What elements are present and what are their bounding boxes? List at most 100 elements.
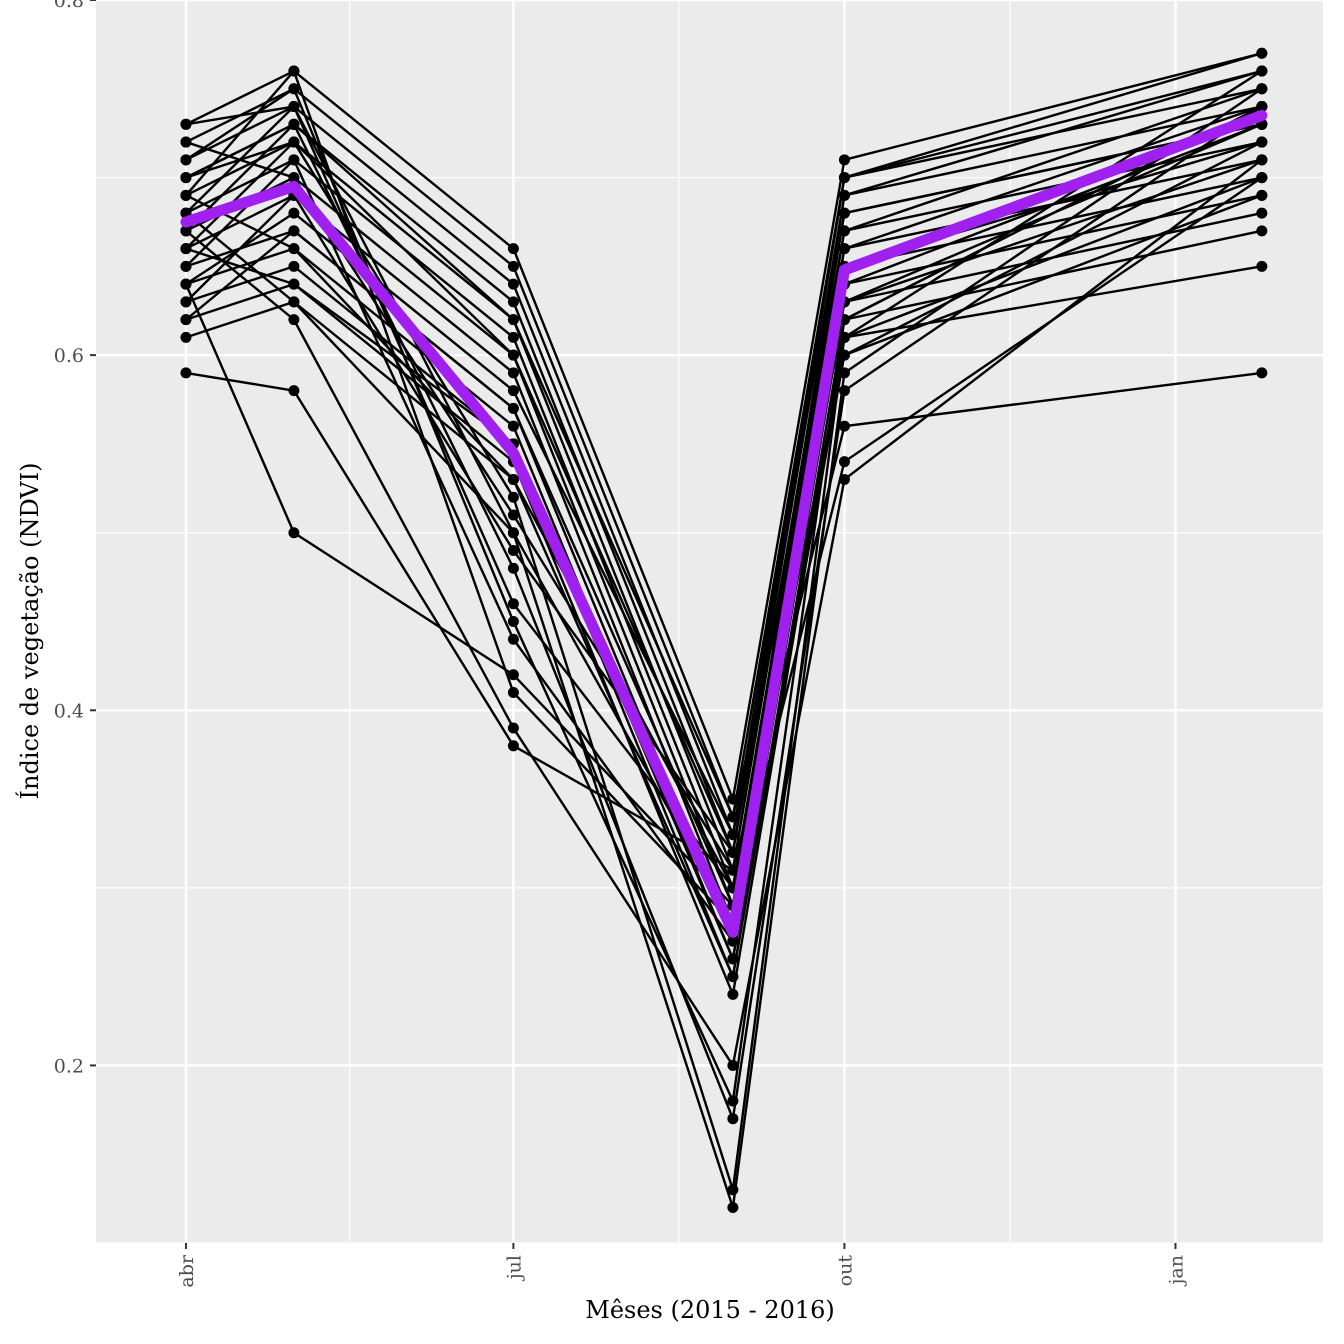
x-axis-title: Mêses (2015 - 2016): [585, 1296, 835, 1324]
series-point: [507, 509, 519, 521]
series-point: [507, 367, 519, 379]
series-point: [727, 1184, 739, 1196]
x-axis: abr jul out jan: [176, 1243, 1187, 1288]
series-point: [507, 349, 519, 361]
series-point: [180, 154, 192, 166]
series-point: [727, 846, 739, 858]
series-point: [288, 118, 300, 130]
series-point: [180, 296, 192, 308]
series-point: [507, 740, 519, 752]
series-point: [838, 207, 850, 219]
series-point: [288, 225, 300, 237]
series-point: [1256, 136, 1268, 148]
series-point: [1256, 189, 1268, 201]
series-point: [838, 331, 850, 343]
mean-line: [180, 109, 1268, 938]
x-tick-label: jan: [1165, 1255, 1187, 1286]
series-point: [288, 65, 300, 77]
series-point: [838, 189, 850, 201]
series-point: [288, 101, 300, 113]
series-point: [288, 278, 300, 290]
series-point: [1256, 101, 1268, 113]
series-point: [180, 172, 192, 184]
series-point: [1256, 260, 1268, 272]
series-line: [185, 87, 1263, 1209]
series-point: [838, 420, 850, 432]
series-point: [288, 136, 300, 148]
y-tick-label: 0.2: [54, 1055, 84, 1077]
series-point: [727, 864, 739, 876]
series-point: [288, 154, 300, 166]
series-point: [507, 527, 519, 539]
series-line: [185, 52, 1263, 854]
series-point: [288, 172, 300, 184]
series-line: [185, 158, 1263, 907]
series-point: [180, 367, 192, 379]
series-point: [507, 669, 519, 681]
y-tick-label: 0.8: [54, 0, 84, 12]
series-point: [180, 136, 192, 148]
series-point: [838, 243, 850, 255]
series-point: [727, 1113, 739, 1125]
series-point: [727, 988, 739, 1000]
series-point: [838, 456, 850, 468]
series-point: [507, 243, 519, 255]
series-point: [507, 420, 519, 432]
series-point: [838, 385, 850, 397]
series-point: [1256, 172, 1268, 184]
series-line: [185, 105, 1263, 890]
series-point: [727, 1201, 739, 1213]
series-point: [1256, 207, 1268, 219]
series-point: [507, 278, 519, 290]
series-point: [288, 527, 300, 539]
x-tick-label: abr: [176, 1254, 198, 1287]
series-point: [180, 314, 192, 326]
series-point: [727, 793, 739, 805]
y-axis: 0.2 0.4 0.6 0.8: [54, 0, 96, 1077]
series-point: [727, 1095, 739, 1107]
series-line: [185, 158, 1263, 925]
x-tick-label: jul: [503, 1255, 525, 1281]
series-point: [727, 1059, 739, 1071]
series-point: [507, 633, 519, 645]
series-point: [727, 971, 739, 983]
series-point: [507, 544, 519, 556]
series-point: [1256, 83, 1268, 95]
series-line: [185, 69, 1263, 907]
series-line: [185, 87, 1263, 836]
series-point: [507, 296, 519, 308]
series-line: [185, 70, 1263, 1191]
series-point: [838, 225, 850, 237]
series-point: [180, 278, 192, 290]
series-point: [1256, 65, 1268, 77]
series-point: [1256, 47, 1268, 59]
series-point: [838, 154, 850, 166]
series-line: [185, 176, 1263, 925]
series-point: [838, 367, 850, 379]
series-point: [507, 598, 519, 610]
y-tick-label: 0.6: [54, 345, 84, 367]
series-point: [288, 296, 300, 308]
series-point: [1256, 154, 1268, 166]
series-point: [727, 935, 739, 947]
major-gridlines: [96, 0, 1323, 1243]
y-axis-title: Índice de vegetação (NDVI): [15, 463, 44, 800]
series-point: [288, 243, 300, 255]
series-point: [507, 385, 519, 397]
series-line: [185, 52, 1263, 801]
series-line: [185, 69, 1263, 925]
series-point: [288, 207, 300, 219]
series-point: [1256, 225, 1268, 237]
x-tick-label: out: [834, 1255, 856, 1287]
mean-series-line: [180, 109, 1268, 938]
series-line: [185, 229, 1263, 978]
series-point: [507, 616, 519, 627]
series-point: [180, 260, 192, 272]
series-point: [288, 83, 300, 95]
series-point: [180, 243, 192, 255]
series-point: [507, 402, 519, 414]
series-point: [727, 829, 739, 841]
series-point: [507, 491, 519, 503]
series-point: [288, 260, 300, 272]
